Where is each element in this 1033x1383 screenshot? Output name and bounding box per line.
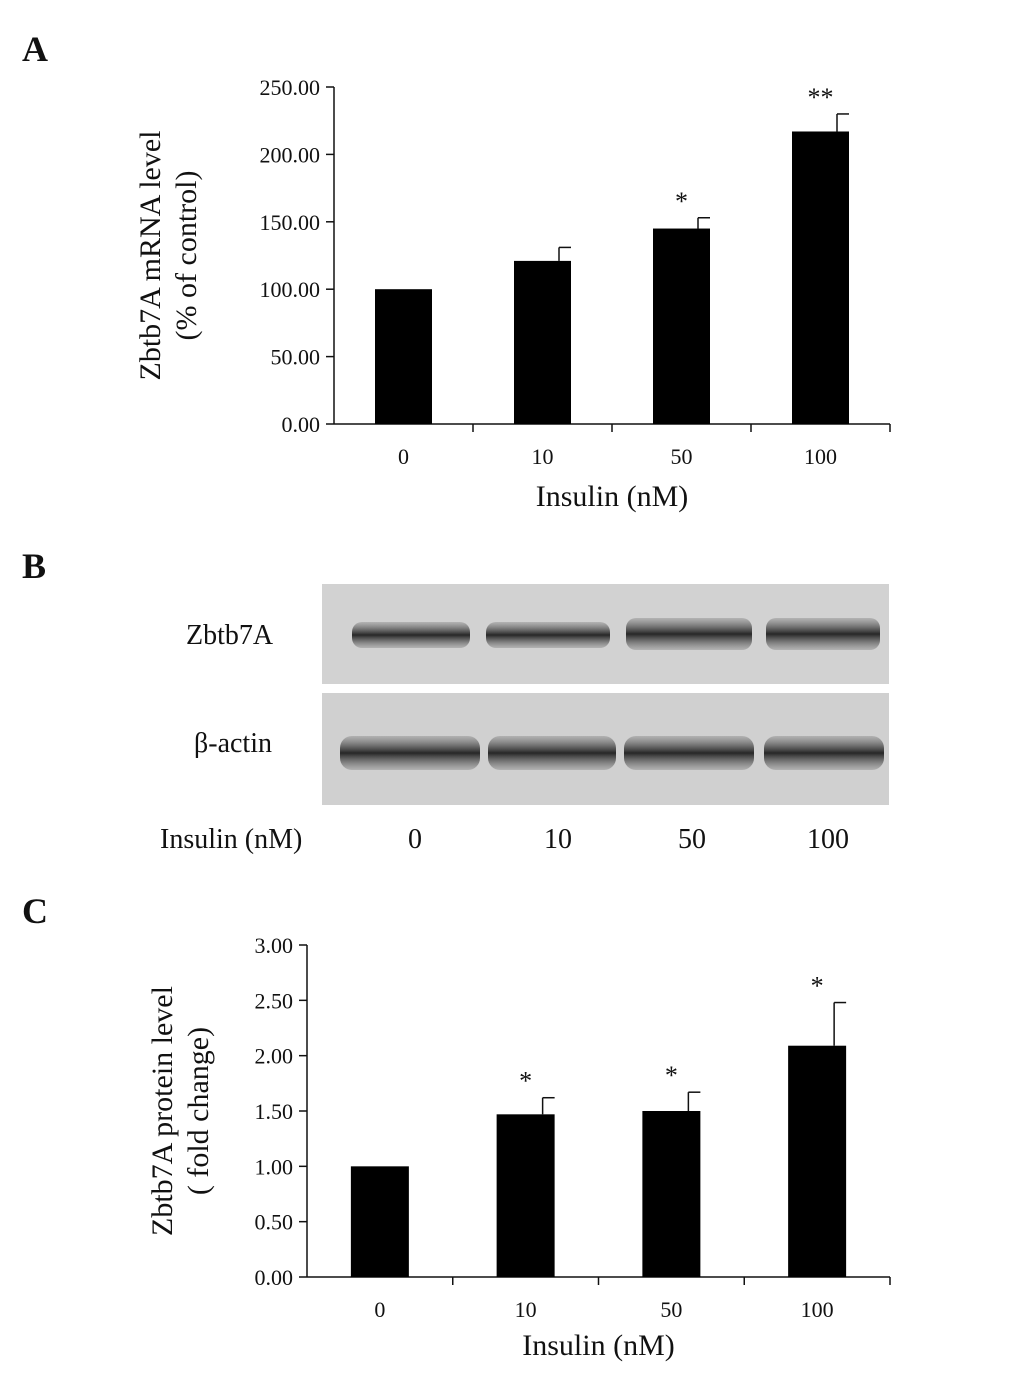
bar [350,1166,409,1277]
blot-band [488,736,616,770]
x-axis-label: Insulin (nM) [536,480,689,513]
blot-image [322,584,889,805]
x-axis-label: Insulin (nM) [522,1329,675,1362]
panel-letter-c: C [22,891,48,931]
x-tick-label: 10 [532,444,554,469]
blot-lane-label: 50 [678,824,706,855]
significance-marker: * [675,187,688,216]
blot-lane-label: 0 [408,824,422,855]
x-tick-label: 50 [660,1297,682,1322]
x-tick-label: 50 [671,444,693,469]
blot-axis-label: Insulin (nM) [160,824,303,855]
western-blot-panel: Zbtb7A β-actin Insulin (nM) 0 10 50 100 [0,530,1033,860]
blot-band [624,736,754,770]
y-tick-label: 1.00 [255,1154,294,1179]
bar [788,1045,847,1277]
y-tick-label: 2.00 [255,1044,294,1069]
blot-band [766,618,880,650]
blot-band [764,736,884,770]
blot-lane-label: 10 [544,824,572,855]
y-axis-label: Zbtb7A protein level [146,986,179,1236]
blot-label-zbtb7a: Zbtb7A [186,620,274,651]
chart-a-mrna: 0.00 50.00 100.00 150.00 200.00 250.00 0 10 * 50 *… [134,75,891,513]
y-tick-label: 250.00 [260,75,321,100]
x-tick-label: 10 [515,1297,537,1322]
y-tick-label: 0.00 [282,412,321,437]
y-tick-label: 150.00 [260,210,321,235]
y-axis-label: (% of control) [170,171,203,341]
y-tick-label: 2.50 [255,988,294,1013]
y-axis-label: ( fold change) [182,1027,215,1195]
significance-marker: * [665,1061,678,1090]
bar [496,1114,555,1277]
blot-band [340,736,480,770]
y-tick-label: 200.00 [260,142,321,167]
blot-band [352,622,470,648]
x-tick-label: 0 [398,444,409,469]
significance-marker: * [811,972,824,1001]
significance-marker: * [519,1067,532,1096]
blot-band [486,622,610,648]
panel-letter-a: A [22,29,48,69]
panel-letter-b: B [22,546,47,586]
bar [792,131,849,424]
y-tick-label: 0.50 [255,1210,294,1235]
x-tick-label: 100 [801,1297,834,1322]
y-tick-label: 1.50 [255,1099,294,1124]
bar [514,260,571,424]
bar [375,289,432,424]
y-tick-label: 100.00 [260,277,321,302]
x-tick-label: 0 [374,1297,385,1322]
blot-lane-label: 100 [807,824,849,855]
x-tick-label: 100 [804,444,837,469]
bar [653,228,710,424]
y-tick-label: 50.00 [271,345,321,370]
y-axis-label: Zbtb7A mRNA level [134,131,167,381]
y-tick-label: 3.00 [255,933,294,958]
blot-band [626,618,752,650]
y-tick-label: 0.00 [255,1265,294,1290]
blot-label-actin: β-actin [194,728,272,759]
significance-marker: ** [808,83,834,112]
bar [642,1111,701,1277]
